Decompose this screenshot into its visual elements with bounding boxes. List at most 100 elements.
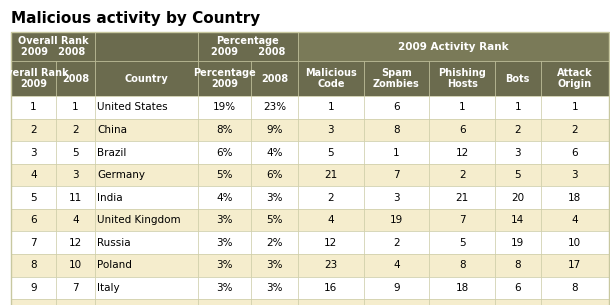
Text: 2: 2 — [72, 125, 79, 135]
Bar — [540, 209, 609, 231]
Text: 3: 3 — [72, 170, 79, 180]
Text: United States: United States — [97, 102, 168, 112]
Bar — [364, 231, 429, 254]
Text: 3%: 3% — [217, 260, 233, 270]
Bar — [364, 186, 429, 209]
Bar — [298, 96, 364, 119]
Bar — [56, 231, 95, 254]
Text: 3%: 3% — [217, 215, 233, 225]
Bar — [364, 141, 429, 164]
Bar — [298, 141, 364, 164]
Text: Overall Rank
2009: Overall Rank 2009 — [0, 68, 69, 89]
Text: 9: 9 — [393, 283, 400, 293]
Text: 9%: 9% — [267, 125, 283, 135]
Text: 2: 2 — [328, 193, 334, 203]
Text: 6: 6 — [514, 283, 521, 293]
Text: 12: 12 — [456, 148, 468, 157]
Bar — [298, 186, 364, 209]
Bar — [251, 119, 298, 141]
Bar — [298, 209, 364, 231]
Text: Malicious
Code: Malicious Code — [305, 68, 357, 89]
Bar — [429, 231, 495, 254]
Bar — [56, 119, 95, 141]
Bar — [251, 141, 298, 164]
Text: 1: 1 — [514, 102, 521, 112]
Text: 20: 20 — [511, 193, 525, 203]
Text: 8: 8 — [572, 283, 578, 293]
Text: 1: 1 — [393, 148, 400, 157]
Bar — [56, 277, 95, 299]
Text: 9: 9 — [30, 283, 37, 293]
Text: 19: 19 — [390, 215, 403, 225]
Text: Bots: Bots — [506, 74, 530, 84]
Text: 1: 1 — [72, 102, 79, 112]
Text: Spam
Zombies: Spam Zombies — [373, 68, 420, 89]
Text: 3: 3 — [572, 170, 578, 180]
Bar — [198, 141, 251, 164]
Bar — [364, 254, 429, 277]
Text: Overall Rank
2009   2008: Overall Rank 2009 2008 — [18, 36, 88, 57]
Bar — [95, 164, 198, 186]
Text: 23%: 23% — [263, 102, 286, 112]
Bar — [11, 164, 56, 186]
Text: 10: 10 — [568, 238, 581, 248]
Text: 4: 4 — [72, 215, 79, 225]
Bar — [429, 299, 495, 305]
Bar — [429, 209, 495, 231]
Bar — [364, 277, 429, 299]
Text: 4: 4 — [328, 215, 334, 225]
Text: 2008: 2008 — [261, 74, 288, 84]
Text: 23: 23 — [324, 260, 337, 270]
Bar — [11, 96, 56, 119]
Text: 7: 7 — [459, 215, 465, 225]
Bar — [95, 299, 198, 305]
Bar — [495, 299, 540, 305]
Bar — [95, 277, 198, 299]
Text: Percentage
2009      2008: Percentage 2009 2008 — [211, 36, 285, 57]
Text: 4%: 4% — [217, 193, 233, 203]
Text: 12: 12 — [324, 238, 337, 248]
Bar — [495, 96, 540, 119]
Bar — [56, 164, 95, 186]
Bar — [198, 299, 251, 305]
Text: 3%: 3% — [217, 238, 233, 248]
Bar — [495, 231, 540, 254]
Text: 2: 2 — [30, 125, 37, 135]
Bar — [540, 231, 609, 254]
Bar — [11, 231, 56, 254]
Bar — [429, 61, 495, 96]
Bar — [429, 164, 495, 186]
Bar — [198, 209, 251, 231]
Text: 8%: 8% — [217, 125, 233, 135]
Text: 2: 2 — [459, 170, 465, 180]
Bar — [495, 119, 540, 141]
Bar — [364, 61, 429, 96]
Text: 14: 14 — [511, 215, 525, 225]
Bar — [56, 141, 95, 164]
Text: 2008: 2008 — [62, 74, 89, 84]
Bar — [251, 254, 298, 277]
Text: 3: 3 — [328, 125, 334, 135]
Text: 1: 1 — [572, 102, 578, 112]
Text: Brazil: Brazil — [97, 148, 127, 157]
Bar — [251, 186, 298, 209]
Bar — [251, 164, 298, 186]
Bar — [95, 96, 198, 119]
Bar — [11, 61, 56, 96]
Text: 7: 7 — [72, 283, 79, 293]
Bar — [429, 186, 495, 209]
Text: 4%: 4% — [267, 148, 283, 157]
Text: 1: 1 — [30, 102, 37, 112]
Bar — [251, 209, 298, 231]
Bar — [56, 61, 95, 96]
Bar — [56, 186, 95, 209]
Text: Germany: Germany — [97, 170, 145, 180]
Bar — [298, 277, 364, 299]
Bar — [251, 61, 298, 96]
Bar — [198, 32, 298, 61]
Text: 5: 5 — [72, 148, 79, 157]
Bar — [364, 299, 429, 305]
Bar — [429, 96, 495, 119]
Text: 3: 3 — [514, 148, 521, 157]
Bar — [540, 141, 609, 164]
